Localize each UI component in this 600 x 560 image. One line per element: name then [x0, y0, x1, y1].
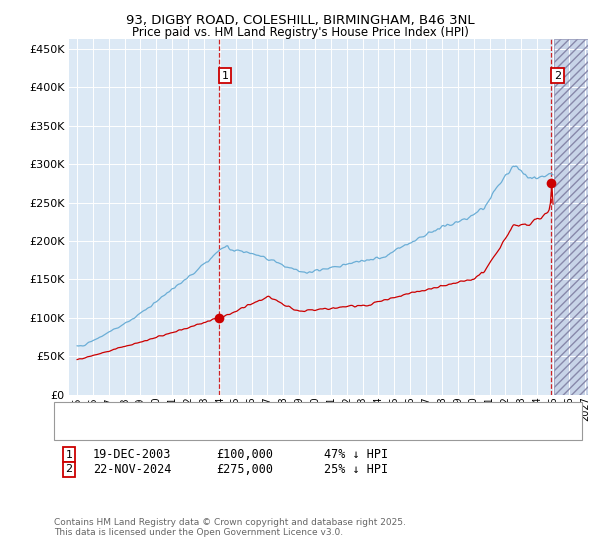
Text: 2: 2: [65, 464, 73, 474]
Text: HPI: Average price, detached house, North Warwickshire: HPI: Average price, detached house, Nort…: [123, 428, 418, 438]
Text: 19-DEC-2003: 19-DEC-2003: [93, 448, 172, 461]
Text: 1: 1: [221, 71, 229, 81]
Bar: [554, 39, 588, 395]
Text: 1: 1: [65, 450, 73, 460]
Text: 93, DIGBY ROAD, COLESHILL, BIRMINGHAM, B46 3NL: 93, DIGBY ROAD, COLESHILL, BIRMINGHAM, B…: [125, 14, 475, 27]
Text: Price paid vs. HM Land Registry's House Price Index (HPI): Price paid vs. HM Land Registry's House …: [131, 26, 469, 39]
Text: £100,000: £100,000: [216, 448, 273, 461]
Text: £275,000: £275,000: [216, 463, 273, 476]
Text: 2: 2: [554, 71, 561, 81]
Text: 25% ↓ HPI: 25% ↓ HPI: [324, 463, 388, 476]
Text: 22-NOV-2024: 22-NOV-2024: [93, 463, 172, 476]
Text: 47% ↓ HPI: 47% ↓ HPI: [324, 448, 388, 461]
Text: 93, DIGBY ROAD, COLESHILL, BIRMINGHAM, B46 3NL (detached house): 93, DIGBY ROAD, COLESHILL, BIRMINGHAM, B…: [123, 417, 493, 427]
Text: Contains HM Land Registry data © Crown copyright and database right 2025.
This d: Contains HM Land Registry data © Crown c…: [54, 518, 406, 538]
Bar: [554, 39, 588, 395]
